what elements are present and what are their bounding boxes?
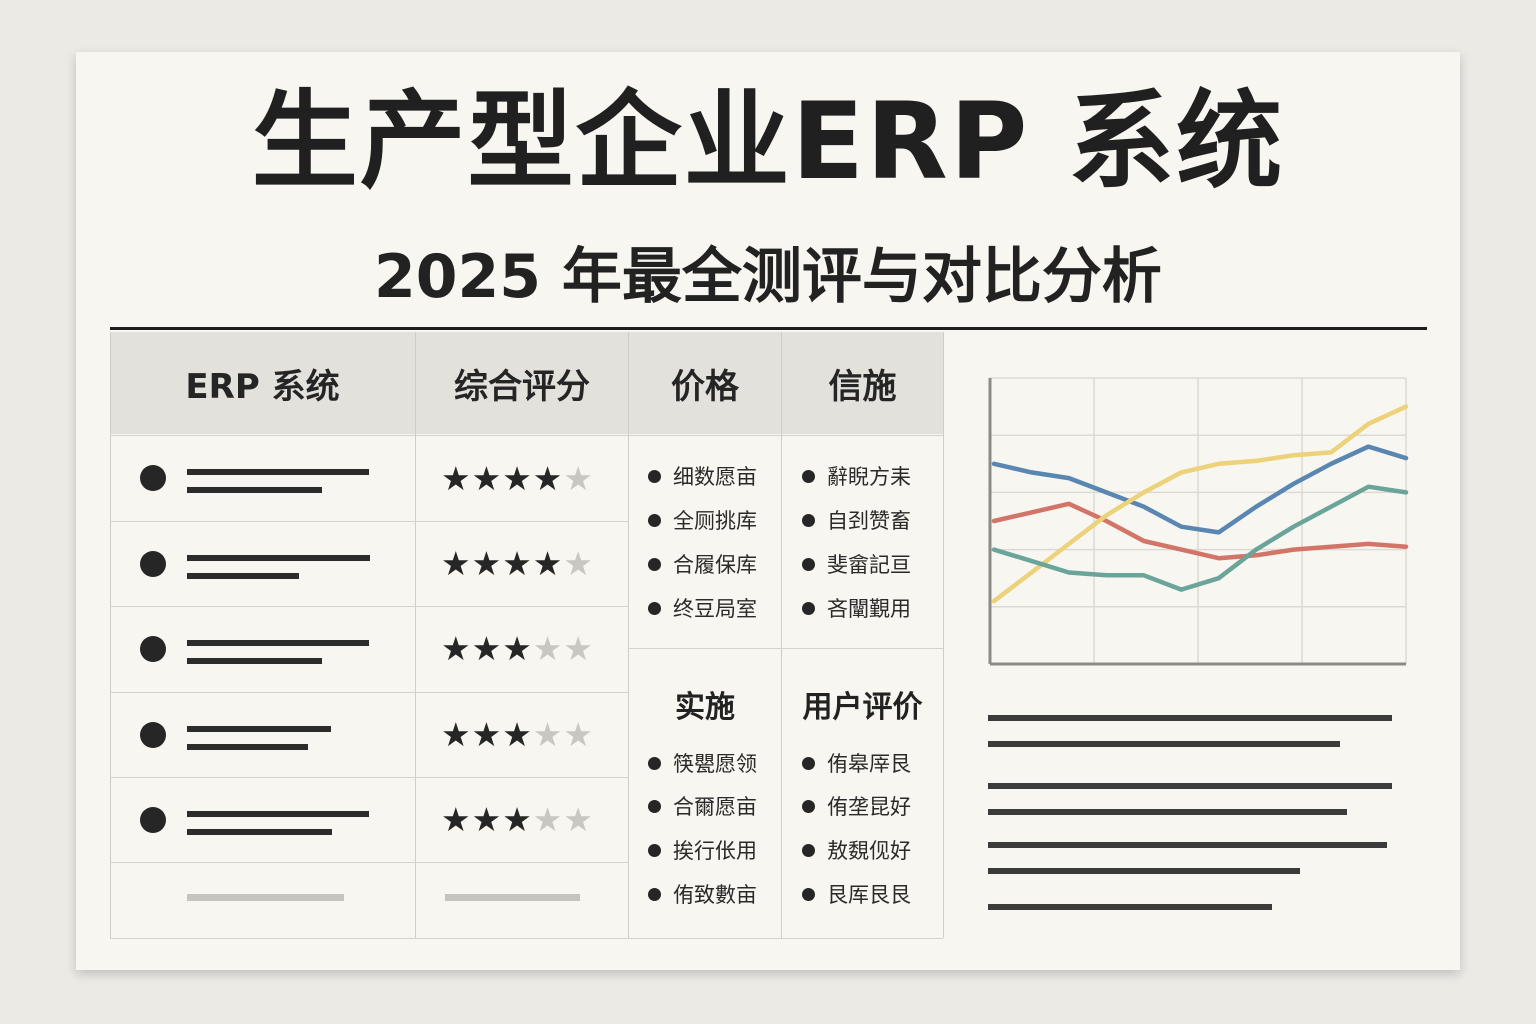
text-placeholder-line xyxy=(988,741,1340,747)
text-placeholder-line xyxy=(988,868,1300,874)
report-card xyxy=(76,52,1460,970)
grid-line xyxy=(110,777,629,778)
title-divider xyxy=(110,327,1427,330)
text-placeholder-line xyxy=(988,809,1347,815)
placeholder-bar xyxy=(187,829,332,835)
star-filled-icon: ★ xyxy=(502,544,533,583)
col-header-measure: 信施 xyxy=(782,332,944,434)
placeholder-bar xyxy=(187,573,299,579)
row-bullet xyxy=(140,465,166,491)
grid-line xyxy=(415,332,416,938)
star-empty-icon: ★ xyxy=(563,544,594,583)
rating-stars: ★★★★★ xyxy=(441,718,594,751)
col-header-price: 价格 xyxy=(629,332,782,434)
star-empty-icon: ★ xyxy=(532,800,564,839)
star-filled-icon: ★ xyxy=(471,800,503,839)
star-filled-icon: ★ xyxy=(502,800,533,839)
star-filled-icon: ★ xyxy=(441,629,472,668)
chart-series-line-1 xyxy=(991,444,1409,535)
text-placeholder-line xyxy=(988,842,1387,848)
star-filled-icon: ★ xyxy=(471,544,503,583)
price-item: 终豆局室 xyxy=(648,593,757,623)
star-empty-icon: ★ xyxy=(563,629,594,668)
measure-item: 吝闡覲用 xyxy=(802,593,911,623)
star-filled-icon: ★ xyxy=(471,459,503,498)
grid-line xyxy=(110,862,629,863)
star-filled-icon: ★ xyxy=(502,715,533,754)
star-filled-icon: ★ xyxy=(532,544,564,583)
chart-series-line-2 xyxy=(991,501,1409,561)
star-filled-icon: ★ xyxy=(502,459,533,498)
star-empty-icon: ★ xyxy=(563,715,594,754)
placeholder-bar xyxy=(187,744,308,750)
price-item: 合履保库 xyxy=(648,549,757,579)
star-filled-icon: ★ xyxy=(441,459,472,498)
impl-item: 合爾愿亩 xyxy=(648,791,757,821)
measure-item: 辭睨方耒 xyxy=(802,461,911,491)
impl-item: 筷甖愿领 xyxy=(648,748,757,778)
rating-stars: ★★★★★ xyxy=(441,632,594,665)
grid-line xyxy=(110,938,943,939)
trend-line-chart xyxy=(988,377,1409,666)
star-filled-icon: ★ xyxy=(502,629,533,668)
review-item: 敖覣伣好 xyxy=(802,835,911,865)
page-title: 生产型企业ERP 系统 xyxy=(251,80,1285,203)
row-bullet xyxy=(140,807,166,833)
star-filled-icon: ★ xyxy=(471,629,503,668)
placeholder-bar xyxy=(187,658,322,664)
star-empty-icon: ★ xyxy=(563,800,594,839)
section-title-implementation: 实施 xyxy=(675,690,735,725)
rating-stars: ★★★★★ xyxy=(441,462,594,495)
row-bullet xyxy=(140,551,166,577)
chart-series-line-4 xyxy=(991,484,1409,592)
grid-line xyxy=(943,332,944,938)
placeholder-bar xyxy=(187,726,331,732)
text-placeholder-line xyxy=(988,783,1392,789)
placeholder-bar xyxy=(187,555,370,561)
rating-stars: ★★★★★ xyxy=(441,803,594,836)
text-placeholder-line xyxy=(988,904,1272,910)
placeholder-bar xyxy=(187,811,369,817)
star-filled-icon: ★ xyxy=(441,544,472,583)
impl-item: 侑致數亩 xyxy=(648,879,757,909)
star-filled-icon: ★ xyxy=(441,715,472,754)
star-empty-icon: ★ xyxy=(563,459,594,498)
grid-line xyxy=(629,648,943,649)
price-item: 全厕挑库 xyxy=(648,505,757,535)
grid-line xyxy=(110,606,629,607)
review-item: 侑皋厗艮 xyxy=(802,748,911,778)
grid-line xyxy=(110,435,943,436)
grid-line xyxy=(110,692,629,693)
grid-line xyxy=(110,521,629,522)
placeholder-bar xyxy=(187,487,322,493)
measure-item: 斐畲記亘 xyxy=(802,549,911,579)
grid-line xyxy=(781,332,782,938)
chart-series-line-3 xyxy=(991,404,1409,604)
row-bullet xyxy=(140,722,166,748)
col-header-system: ERP 系统 xyxy=(110,332,416,434)
review-item: 侑垄昆好 xyxy=(802,791,911,821)
text-placeholder-line xyxy=(988,715,1392,721)
row-bullet xyxy=(140,636,166,662)
star-filled-icon: ★ xyxy=(471,715,503,754)
star-filled-icon: ★ xyxy=(532,459,564,498)
measure-item: 自刭赞畜 xyxy=(802,505,911,535)
placeholder-bar xyxy=(445,894,580,901)
price-item: 细数愿亩 xyxy=(648,461,757,491)
placeholder-bar xyxy=(187,469,369,475)
placeholder-bar xyxy=(187,894,344,901)
col-header-rating: 综合评分 xyxy=(416,332,629,434)
review-item: 艮厍艮艮 xyxy=(802,879,911,909)
page-subtitle: 2025 年最全测评与对比分析 xyxy=(374,242,1162,312)
section-title-reviews: 用户评价 xyxy=(802,690,923,725)
placeholder-bar xyxy=(187,640,369,646)
star-empty-icon: ★ xyxy=(532,715,564,754)
impl-item: 挨行伥用 xyxy=(648,835,757,865)
star-empty-icon: ★ xyxy=(532,629,564,668)
star-filled-icon: ★ xyxy=(441,800,472,839)
rating-stars: ★★★★★ xyxy=(441,547,594,580)
grid-line xyxy=(628,332,629,938)
grid-line xyxy=(110,332,111,938)
